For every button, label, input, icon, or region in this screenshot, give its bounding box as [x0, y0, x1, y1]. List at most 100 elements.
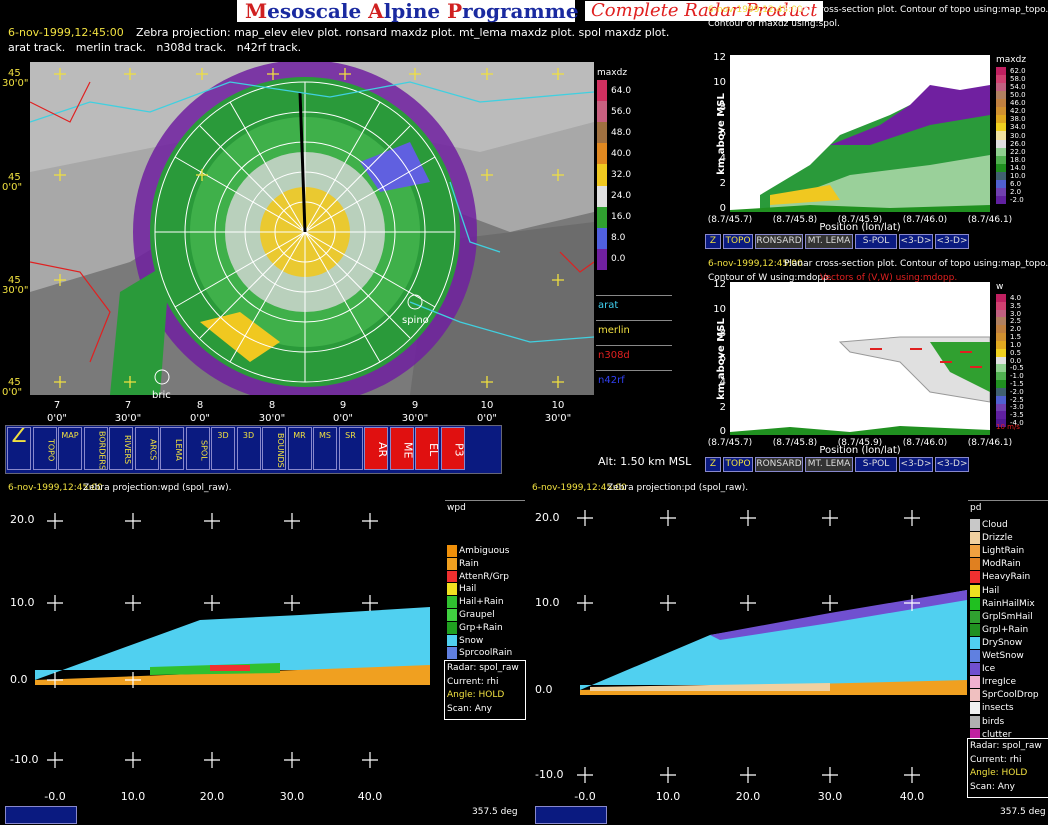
colorbar-swatch	[996, 309, 1006, 318]
colorbar-swatch	[996, 348, 1006, 357]
lon-label: 9	[339, 400, 347, 411]
lat-label: 45	[8, 68, 21, 79]
toolbar-button[interactable]: LEMA	[160, 427, 184, 470]
y-tick-label: 8	[719, 328, 726, 339]
legend-swatch	[970, 584, 980, 597]
colorbar-swatch	[996, 294, 1006, 302]
colorbar-swatch	[597, 164, 607, 186]
colorbar-swatch	[996, 155, 1006, 164]
panel-button[interactable]: MT. LEMA	[805, 234, 853, 249]
colorbar-swatch	[996, 99, 1006, 108]
lon-label: 0'0"	[332, 413, 354, 424]
legend-label: LightRain	[982, 546, 1025, 557]
toolbar-button[interactable]: BORDERS	[83, 427, 108, 470]
lat-label: 45	[8, 377, 21, 388]
legend-label: Drizzle	[982, 533, 1013, 544]
panel-button[interactable]: Z	[705, 234, 721, 249]
x-tick-label: 10.0	[655, 790, 681, 803]
panel-button[interactable]: RONSARD	[755, 457, 803, 472]
colorbar-tick: 0.0	[611, 254, 626, 265]
toolbar-button[interactable]: SR	[338, 427, 363, 470]
legend-swatch	[970, 558, 980, 571]
toolbar-button[interactable]: ARCS	[134, 427, 159, 470]
toolbar-button[interactable]: ME	[389, 427, 414, 470]
toolbar-button[interactable]: RIVERS	[109, 427, 133, 470]
x-tick-label: 30.0	[817, 790, 843, 803]
toolbar-button[interactable]: 3D	[236, 427, 261, 470]
colorbar-swatch	[597, 227, 607, 249]
y-tick-label: 2	[719, 177, 726, 189]
label: Planar cross-section plot. Contour of to…	[784, 259, 1048, 269]
colorbar-swatch	[996, 139, 1006, 148]
toolbar-button[interactable]: MAP	[58, 427, 82, 470]
colorbar-tick: -2.5	[1010, 395, 1024, 404]
legend-swatch	[970, 610, 980, 623]
toolbar-button[interactable]: BOUNDS	[262, 427, 286, 470]
lon-label: 10	[480, 400, 494, 411]
legend-label: Grpl+Rain	[982, 624, 1029, 635]
cross-section-image	[730, 55, 990, 212]
label: Vectors of (V,W) using:mdopp.	[820, 273, 958, 283]
colorbar-swatch	[597, 101, 607, 123]
lon-label: 30'0"	[544, 413, 572, 424]
lon-label: 9	[411, 400, 419, 411]
legend-swatch	[970, 715, 980, 728]
panel-button[interactable]: S-POL	[855, 457, 897, 472]
label: arat track. merlin track. n308d track. n…	[8, 41, 302, 54]
x-tick-label: (8.7/46.0)	[902, 438, 948, 448]
lat-label: 0'0"	[2, 182, 23, 193]
info-line: Radar: spol_raw	[447, 663, 519, 673]
toolbar-button[interactable]: MS	[313, 427, 337, 470]
colorbar-tick: 50.0	[1010, 91, 1026, 100]
panel-button[interactable]: <3-D>	[935, 457, 969, 472]
panel-button[interactable]: <3-D>	[899, 457, 933, 472]
place-label: spino	[402, 315, 429, 326]
colorbar-tick: 6.0	[1010, 179, 1022, 188]
lon-label: 10	[551, 400, 565, 411]
toolbar-button[interactable]: 3D	[211, 427, 235, 470]
legend-label: DrySnow	[982, 637, 1023, 648]
map-image	[30, 62, 594, 395]
legend-swatch	[447, 621, 457, 634]
label: 10 m/s	[996, 423, 1020, 431]
x-tick-label: -0.0	[44, 790, 66, 803]
panel-button[interactable]: TOPO	[723, 234, 753, 249]
panel-button[interactable]: S-POL	[855, 234, 897, 249]
x-tick-label: 40.0	[899, 790, 925, 803]
toolbar-button[interactable]: EL	[415, 427, 439, 470]
legend-swatch	[970, 650, 980, 663]
y-tick-label: 10.0	[535, 596, 560, 609]
toolbar-button[interactable]: MR	[287, 427, 312, 470]
legend-label: insects	[982, 703, 1014, 714]
legend-label: Graupel	[459, 610, 495, 620]
panel-button[interactable]: RONSARD	[755, 234, 803, 249]
panel-button[interactable]: MT. LEMA	[805, 457, 853, 472]
toolbar-button[interactable]: TOPO	[32, 427, 57, 470]
toolbar-button[interactable]: SPOL	[185, 427, 210, 470]
lon-label: 7	[124, 400, 132, 411]
panel-button[interactable]: <3-D>	[935, 234, 969, 249]
panel-button[interactable]: <3-D>	[899, 234, 933, 249]
toolbar-button[interactable]: AR	[364, 427, 388, 470]
toolbar-button[interactable]: Z	[7, 427, 31, 470]
lat-label: 45	[8, 275, 21, 286]
colorbar-swatch	[996, 171, 1006, 180]
colorbar-tick: 2.5	[1010, 317, 1022, 326]
x-tick-label: 40.0	[357, 790, 383, 803]
legend-label: RainHailMix	[982, 598, 1035, 609]
panel-button[interactable]: TOPO	[723, 457, 753, 472]
colorbar-swatch	[996, 395, 1006, 404]
colorbar-tick: 48.0	[611, 127, 632, 138]
info-line: Radar: spol_raw	[970, 741, 1042, 751]
colorbar-swatch	[597, 248, 607, 270]
panel-button[interactable]: Z	[705, 457, 721, 472]
colorbar-tick: 1.5	[1010, 333, 1022, 342]
mini-toolbar	[535, 806, 607, 824]
y-tick-label: 10	[713, 77, 726, 89]
toolbar-button[interactable]: P3	[440, 427, 465, 470]
lon-label: 0'0"	[46, 413, 68, 424]
colorbar-tick: 22.0	[1010, 147, 1026, 156]
label: Zebra projection:pd (spol_raw).	[607, 483, 749, 493]
x-tick-label: 10.0	[120, 790, 146, 803]
legend-label: Snow	[459, 635, 484, 646]
